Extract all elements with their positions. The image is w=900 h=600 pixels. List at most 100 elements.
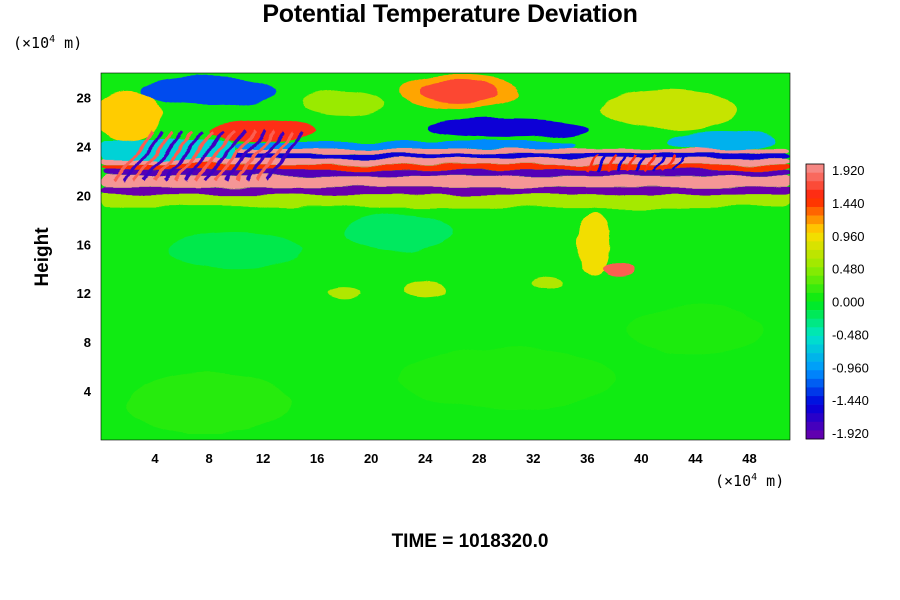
- colorbar-label: -0.960: [832, 360, 869, 375]
- heatmap-blob: [128, 372, 291, 434]
- heatmap-wave: [614, 155, 628, 172]
- colorbar-swatch: [806, 198, 824, 208]
- colorbar-swatch: [806, 267, 824, 277]
- heatmap-wave: [184, 130, 225, 182]
- colorbar-swatch: [806, 370, 824, 380]
- heatmap-layer: [101, 186, 790, 195]
- heatmap-wave: [265, 130, 306, 182]
- heatmap-wave: [194, 130, 235, 182]
- colorbar-swatch: [806, 258, 824, 268]
- colorbar-label: -1.920: [832, 426, 869, 441]
- heatmap-wave: [163, 130, 205, 182]
- colorbar-swatch: [806, 275, 824, 285]
- heatmap-wave: [143, 130, 185, 182]
- heatmap-wave: [605, 155, 619, 172]
- x-tick-label: 4: [151, 451, 159, 466]
- plot-area: [101, 73, 790, 440]
- y-tick-labels: 4 8 12 16 20 24 28: [77, 90, 92, 399]
- colorbar-swatch: [806, 249, 824, 259]
- time-label: TIME = 1018320.0: [391, 531, 549, 552]
- colorbar: 1.920 1.440 0.960 0.480 0.000 -0.480 -0.960 -1.…: [805, 163, 869, 441]
- y-axis-unit: (×104 m): [13, 34, 83, 52]
- colorbar-swatch: [806, 361, 824, 371]
- heatmap-wave: [204, 130, 245, 182]
- colorbar-swatch: [806, 284, 824, 294]
- colorbar-swatch: [806, 396, 824, 405]
- colorbar-label: 0.960: [832, 229, 865, 244]
- colorbar-swatch: [806, 215, 824, 225]
- heatmap-plume: [577, 212, 611, 277]
- colorbar-swatch: [806, 421, 824, 431]
- colorbar-label: -1.440: [832, 393, 869, 408]
- x-axis-unit: (×104 m): [715, 472, 785, 490]
- colorbar-swatch: [806, 232, 824, 242]
- heatmap-blob: [600, 90, 736, 130]
- heatmap-plume-core: [602, 262, 635, 278]
- colorbar-swatch: [806, 335, 824, 345]
- colorbar-swatch: [806, 353, 824, 362]
- heatmap-wave: [255, 130, 296, 182]
- heatmap-wave: [153, 130, 195, 182]
- chart-title: Potential Temperature Deviation: [262, 0, 638, 28]
- heatmap-blob: [668, 130, 777, 151]
- y-tick-label: 24: [77, 139, 92, 154]
- heatmap-blob: [530, 277, 564, 290]
- plot-frame: [100, 72, 791, 441]
- colorbar-swatch: [806, 378, 824, 388]
- heatmap-wave: [643, 155, 656, 172]
- y-tick-label: 8: [84, 335, 91, 350]
- heatmap-layer: [209, 153, 790, 159]
- colorbar-label: 1.440: [832, 196, 865, 211]
- y-tick-label: 12: [77, 286, 91, 301]
- x-tick-label: 44: [688, 451, 703, 466]
- colorbar-frame: [805, 163, 825, 440]
- colorbar-label: 1.920: [832, 163, 865, 178]
- colorbar-swatch: [806, 292, 824, 302]
- heatmap-wave: [662, 155, 675, 172]
- heatmap-wave: [652, 155, 666, 172]
- x-tick-label: 32: [526, 451, 540, 466]
- colorbar-swatch: [806, 224, 824, 234]
- heatmap-blob: [101, 91, 162, 141]
- colorbar-swatch: [806, 413, 824, 423]
- heatmap-blob: [627, 305, 763, 355]
- heatmap-wave: [113, 130, 154, 182]
- heatmap-cold-band: [425, 118, 588, 138]
- colorbar-swatch: [806, 318, 824, 328]
- heatmap-layer: [236, 141, 574, 149]
- heatmap-warm-core: [418, 80, 500, 103]
- heatmap-wave: [224, 130, 266, 182]
- x-tick-label: 20: [364, 451, 378, 466]
- x-tick-label: 16: [310, 451, 324, 466]
- heatmap-wave: [671, 155, 685, 172]
- x-tick-label: 12: [256, 451, 270, 466]
- x-tick-label: 40: [634, 451, 648, 466]
- colorbar-swatch: [806, 189, 824, 199]
- heatmap-blob: [303, 91, 385, 116]
- colorbar-swatch: [806, 344, 824, 354]
- colorbar-swatch: [806, 181, 824, 191]
- heatmap-blob: [398, 348, 615, 410]
- heatmap-blob: [327, 287, 361, 300]
- colorbar-swatch: [806, 327, 824, 337]
- y-tick-label: 4: [84, 384, 92, 399]
- y-tick-label: 20: [77, 188, 91, 203]
- heatmap-wave: [586, 155, 600, 172]
- heatmap-wave: [244, 130, 286, 182]
- x-tick-label: 8: [205, 451, 212, 466]
- colorbar-label: 0.480: [832, 262, 865, 277]
- y-tick-label: 28: [77, 90, 91, 105]
- heatmap-blob: [404, 282, 446, 297]
- x-tick-labels: 4 8 12 16 20 24 28 32 36 40 44 48: [151, 451, 756, 466]
- colorbar-swatch: [806, 387, 824, 397]
- colorbar-swatch: [806, 404, 824, 414]
- heatmap-wave: [633, 155, 647, 172]
- x-tick-label: 48: [742, 451, 756, 466]
- heatmap-blob: [141, 76, 277, 107]
- colorbar-swatch: [806, 301, 824, 311]
- x-tick-label: 28: [472, 451, 486, 466]
- y-tick-label: 16: [77, 237, 91, 252]
- heatmap-layer: [101, 191, 790, 208]
- colorbar-swatch: [806, 164, 824, 173]
